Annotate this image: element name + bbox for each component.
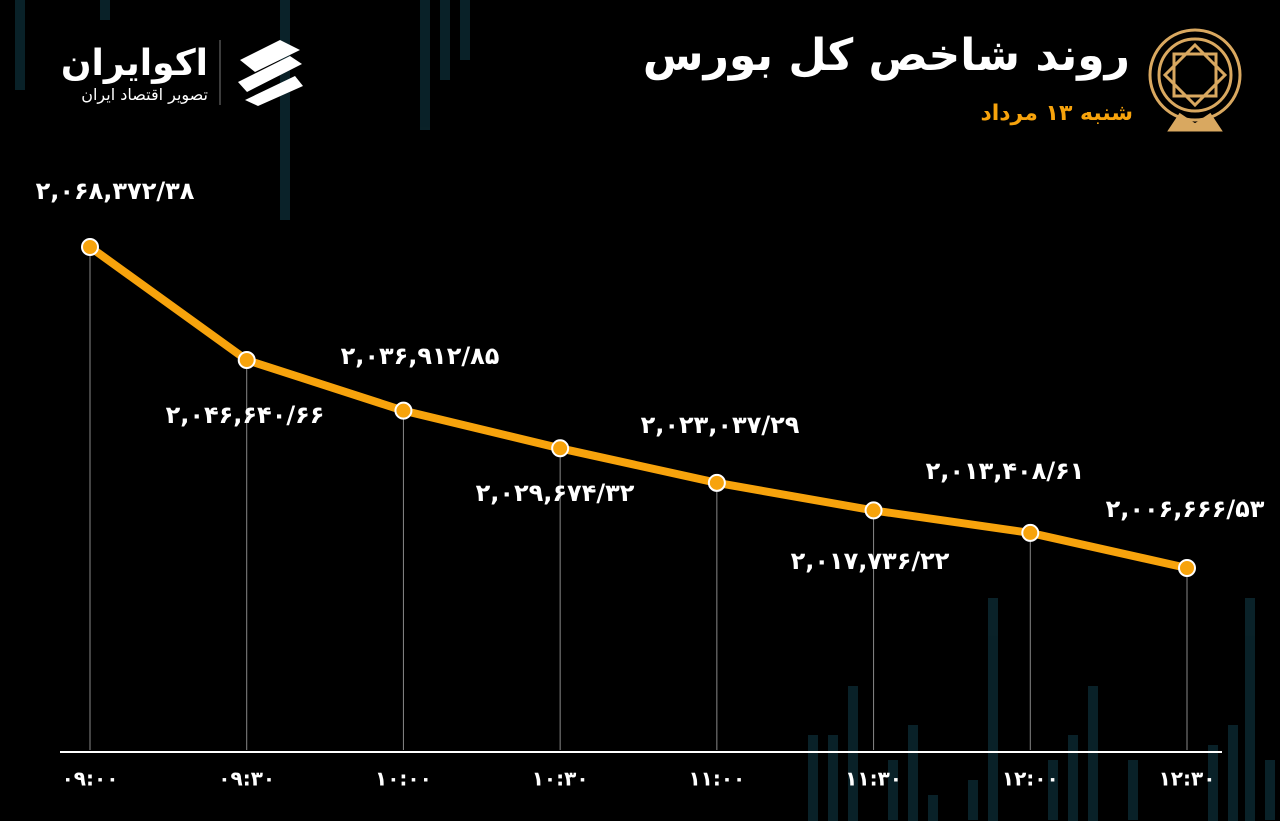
x-tick-label: ۱۰:۳۰ — [532, 767, 589, 791]
data-label: ۲,۰۲۹,۶۷۴/۳۲ — [476, 479, 635, 507]
bourse-logo — [1148, 28, 1242, 132]
x-tick-label: ۱۱:۰۰ — [688, 767, 745, 791]
x-tick-label: ۱۰:۰۰ — [375, 767, 432, 791]
chart-title: روند شاخص کل بورس — [643, 30, 1130, 81]
x-tick-label: ۱۲:۰۰ — [1002, 767, 1059, 791]
data-point — [864, 501, 883, 520]
series-line — [87, 243, 1188, 572]
data-label: ۲,۰۱۷,۷۳۶/۲۲ — [791, 547, 950, 575]
data-label: ۲,۰۶۸,۳۷۲/۳۸ — [36, 177, 195, 205]
data-point — [1178, 559, 1196, 577]
brand-icon — [238, 40, 303, 106]
data-label: ۲,۰۰۶,۶۶۶/۵۳ — [1106, 495, 1265, 523]
background-bars — [15, 0, 1275, 821]
x-tick-label: ۰۹:۰۰ — [62, 767, 119, 791]
data-point — [394, 401, 413, 420]
x-tick-label: ۱۱:۳۰ — [845, 767, 902, 791]
data-point — [81, 238, 99, 256]
x-tick-label: ۰۹:۳۰ — [218, 767, 275, 791]
brand-name: اکوایران — [61, 43, 208, 84]
data-label: ۲,۰۳۶,۹۱۲/۸۵ — [341, 342, 500, 370]
data-point — [707, 473, 726, 492]
data-point — [1021, 523, 1040, 542]
data-label: ۲,۰۱۳,۴۰۸/۶۱ — [926, 457, 1085, 485]
data-point — [237, 351, 256, 370]
data-label: ۲,۰۴۶,۶۴۰/۶۶ — [166, 401, 325, 429]
data-point — [551, 439, 570, 458]
x-tick-label: ۱۲:۳۰ — [1159, 767, 1216, 791]
brand-tagline: تصویر اقتصاد ایران — [81, 85, 208, 105]
data-label: ۲,۰۲۳,۰۳۷/۲۹ — [641, 411, 800, 439]
chart-subtitle: شنبه ۱۳ مرداد — [980, 101, 1133, 126]
